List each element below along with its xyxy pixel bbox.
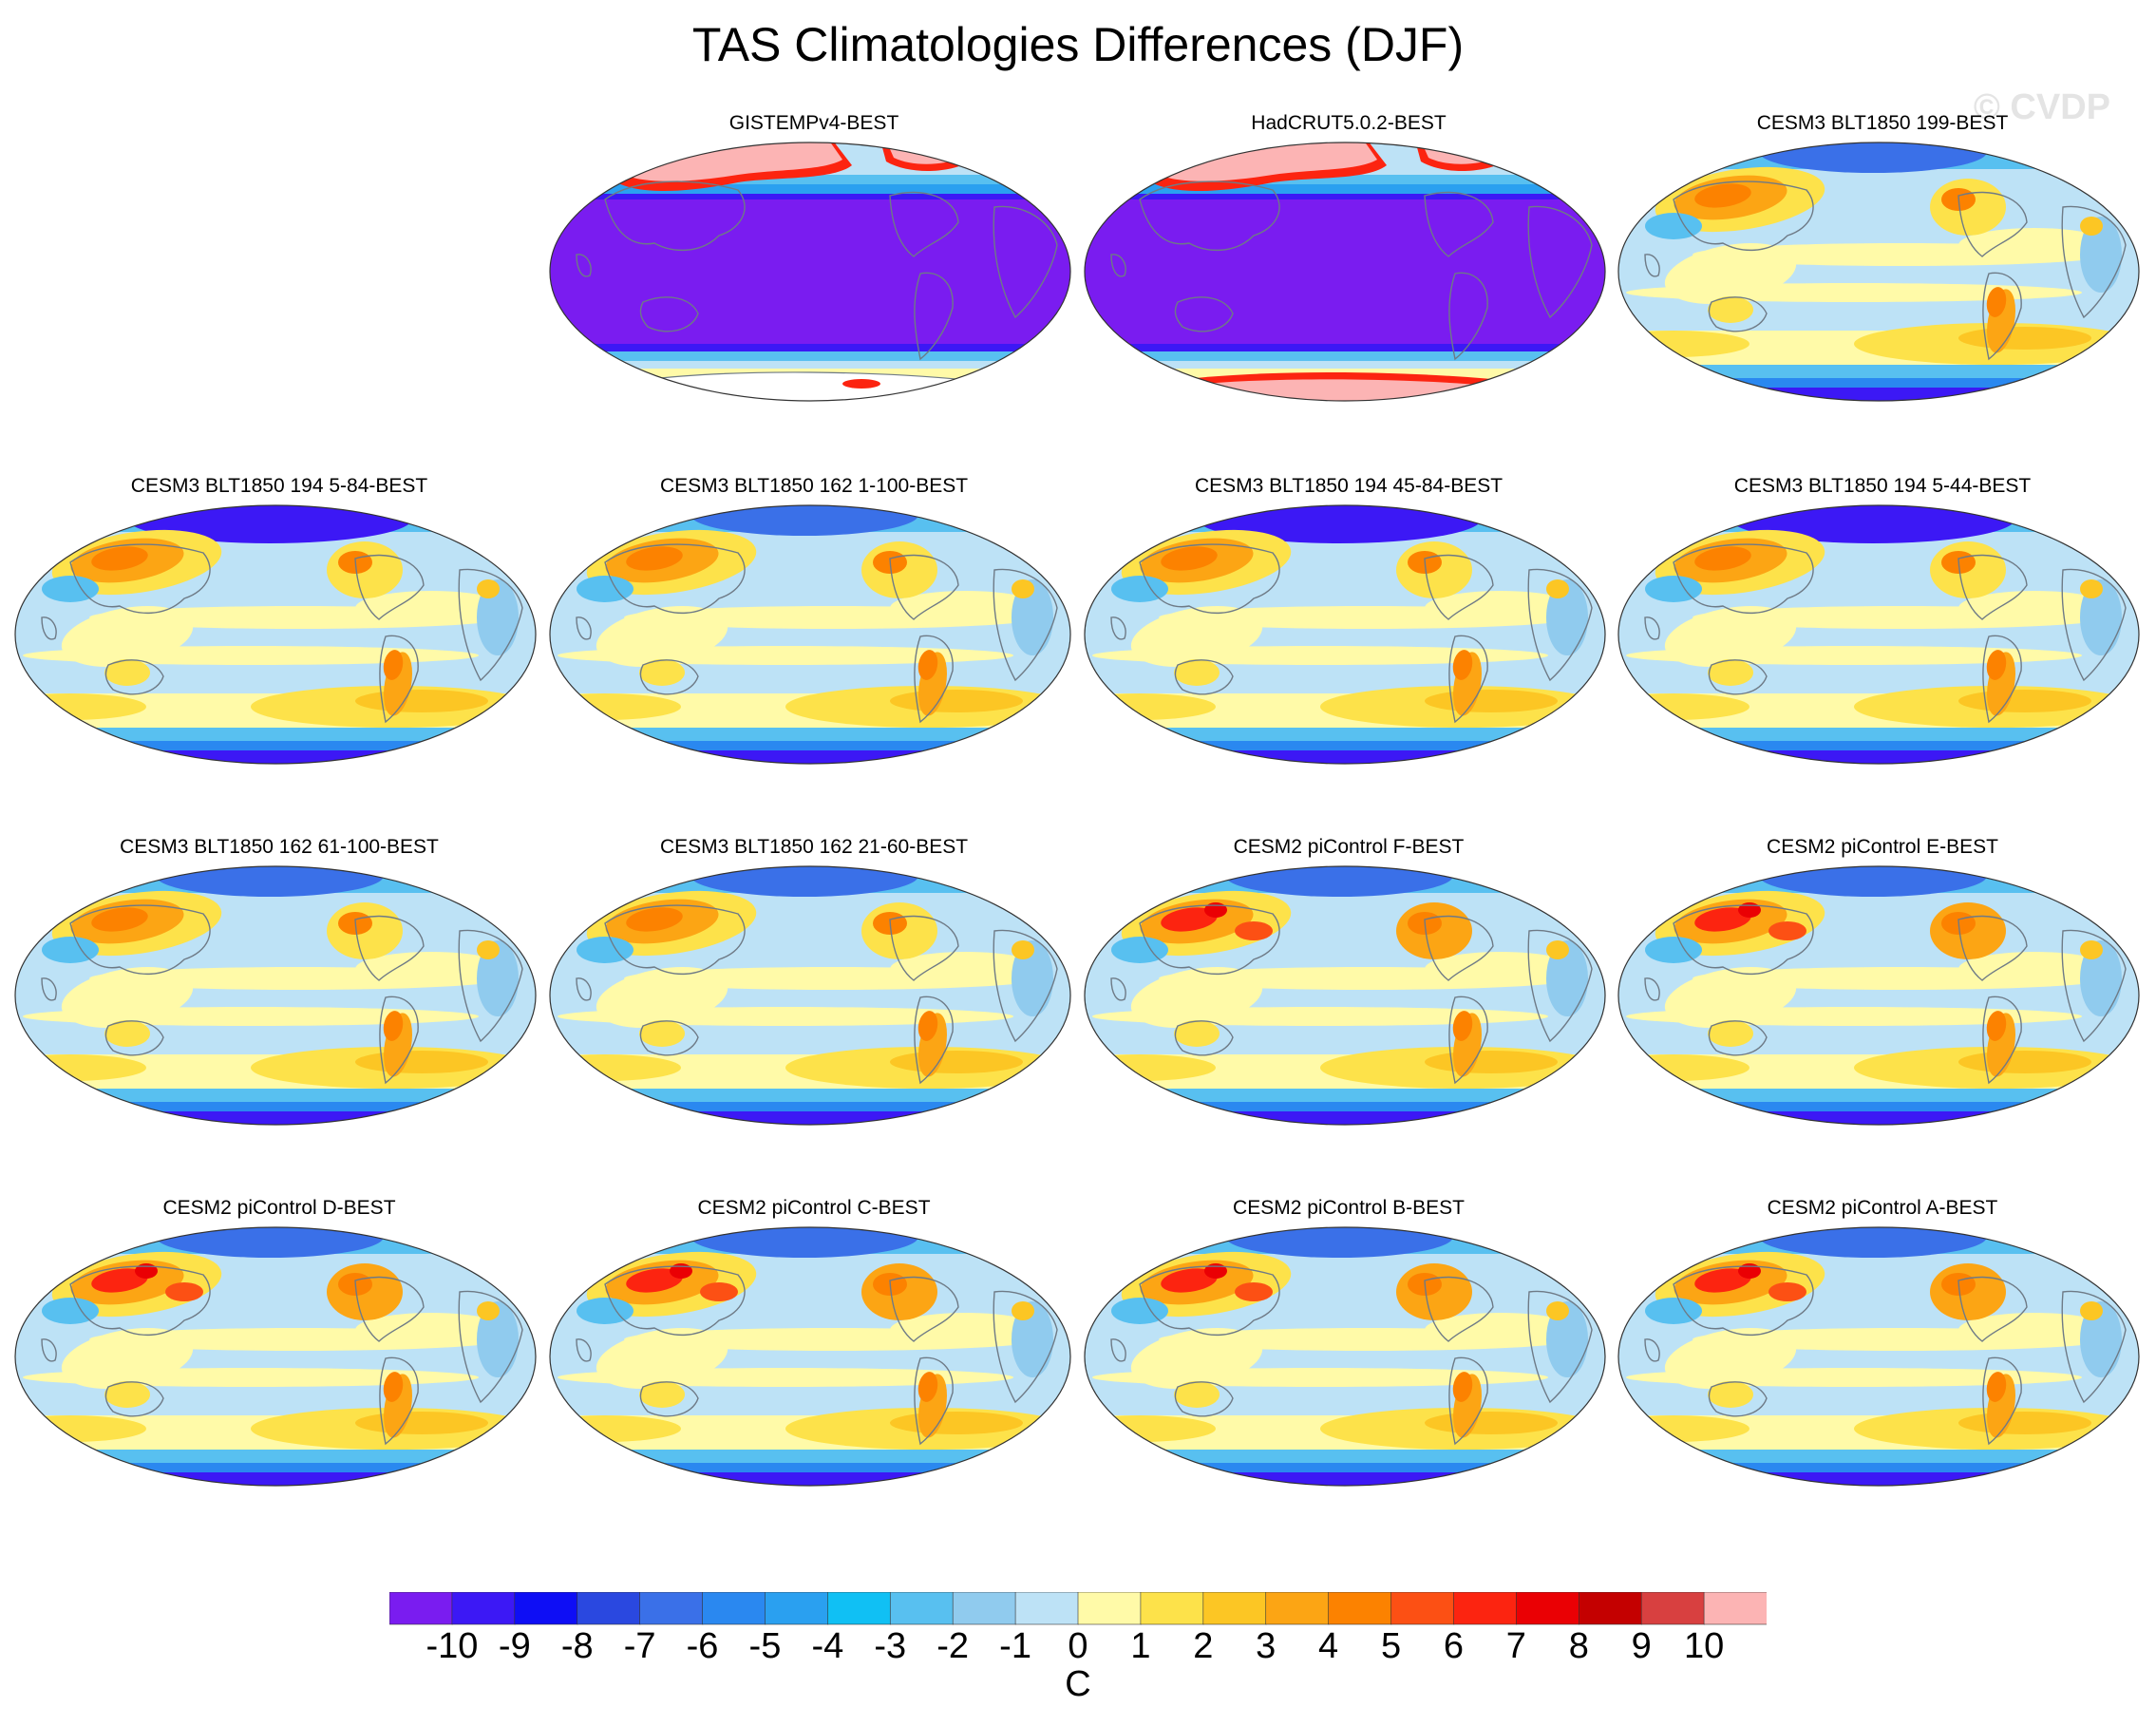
colorbar-swatch xyxy=(952,1592,1016,1625)
map-panel: CESM3 BLT1850 194 5-44-BEST xyxy=(1615,475,2150,836)
panel-title: CESM2 piControl E-BEST xyxy=(1767,836,1998,858)
map-plot xyxy=(1617,142,2140,402)
colorbar-swatch xyxy=(1453,1592,1518,1625)
panel-title: CESM3 BLT1850 194 5-84-BEST xyxy=(130,475,428,497)
colorbar-tick-label: 10 xyxy=(1683,1626,1725,1666)
map-panel: CESM2 piControl D-BEST xyxy=(11,1197,547,1558)
panel-title: CESM3 BLT1850 194 45-84-BEST xyxy=(1194,475,1504,497)
panel-title: CESM3 BLT1850 194 5-44-BEST xyxy=(1733,475,2032,497)
watermark: © CVDP xyxy=(1973,87,2110,127)
map-panel: CESM3 BLT1850 199-BEST xyxy=(1615,112,2150,473)
colorbar-swatch xyxy=(827,1592,892,1625)
colorbar-tick-label: 4 xyxy=(1318,1626,1339,1666)
colorbar-swatch xyxy=(765,1592,829,1625)
colorbar-swatch xyxy=(1516,1592,1580,1625)
panel-title: CESM2 piControl A-BEST xyxy=(1767,1197,1998,1219)
colorbar-tick-label: -10 xyxy=(426,1626,479,1666)
panel-title: HadCRUT5.0.2-BEST xyxy=(1251,112,1447,134)
colorbar-tick-label: 8 xyxy=(1568,1626,1589,1666)
colorbar-swatch xyxy=(1328,1592,1392,1625)
panel-title: CESM2 piControl D-BEST xyxy=(162,1197,396,1219)
map-panel: CESM2 piControl E-BEST xyxy=(1615,836,2150,1197)
map-panel: GISTEMPv4-BEST xyxy=(546,112,1082,473)
colorbar xyxy=(389,1592,1767,1625)
map-panel: CESM2 piControl A-BEST xyxy=(1615,1197,2150,1558)
map-panel: CESM2 piControl F-BEST xyxy=(1081,836,1617,1197)
colorbar-tick-label: -9 xyxy=(498,1626,531,1666)
panel-title: CESM2 piControl F-BEST xyxy=(1233,836,1465,858)
colorbar-tick-label: 2 xyxy=(1193,1626,1214,1666)
colorbar-tick-label: 5 xyxy=(1380,1626,1402,1666)
colorbar-tick-label: 1 xyxy=(1130,1626,1151,1666)
colorbar-tick-label: -8 xyxy=(560,1626,594,1666)
colorbar-tick-label: -3 xyxy=(874,1626,907,1666)
panel-title: CESM3 BLT1850 162 1-100-BEST xyxy=(659,475,969,497)
colorbar-tick-label: -4 xyxy=(811,1626,844,1666)
map-panel: HadCRUT5.0.2-BEST xyxy=(1081,112,1617,473)
panel-title: CESM3 BLT1850 162 21-60-BEST xyxy=(659,836,969,858)
map-plot xyxy=(549,504,1071,765)
colorbar-swatch xyxy=(639,1592,704,1625)
colorbar-tick-label: 6 xyxy=(1443,1626,1465,1666)
colorbar-tick-label: -5 xyxy=(748,1626,782,1666)
colorbar-swatch xyxy=(1703,1592,1767,1625)
map-plot xyxy=(1084,1226,1606,1487)
map-plot xyxy=(1084,142,1606,402)
map-plot xyxy=(14,504,537,765)
map-panel: CESM3 BLT1850 162 61-100-BEST xyxy=(11,836,547,1197)
map-plot xyxy=(14,1226,537,1487)
colorbar-tick-label: 9 xyxy=(1631,1626,1652,1666)
colorbar-swatch xyxy=(702,1592,766,1625)
colorbar-swatch xyxy=(1077,1592,1142,1625)
panel-title: CESM3 BLT1850 199-BEST xyxy=(1756,112,2009,134)
map-panel: CESM3 BLT1850 162 21-60-BEST xyxy=(546,836,1082,1197)
colorbar-units: C xyxy=(1065,1664,1091,1704)
map-plot xyxy=(1617,865,2140,1126)
map-panel: CESM3 BLT1850 194 45-84-BEST xyxy=(1081,475,1617,836)
map-plot xyxy=(14,865,537,1126)
map-panel: CESM2 piControl C-BEST xyxy=(546,1197,1082,1558)
colorbar-tick-label: -7 xyxy=(623,1626,656,1666)
panel-title: CESM2 piControl B-BEST xyxy=(1233,1197,1465,1219)
colorbar-tick-label: -1 xyxy=(999,1626,1031,1666)
colorbar-swatch xyxy=(1014,1592,1079,1625)
map-plot xyxy=(549,865,1071,1126)
map-panel: CESM2 piControl B-BEST xyxy=(1081,1197,1617,1558)
map-plot xyxy=(1084,865,1606,1126)
panel-title: CESM3 BLT1850 162 61-100-BEST xyxy=(120,836,439,858)
colorbar-swatch xyxy=(1202,1592,1267,1625)
colorbar-swatch xyxy=(1578,1592,1642,1625)
colorbar-tick-label: 0 xyxy=(1068,1626,1088,1666)
map-plot xyxy=(549,142,1071,402)
colorbar-swatch xyxy=(1640,1592,1705,1625)
colorbar-swatch xyxy=(577,1592,641,1625)
figure-title: TAS Climatologies Differences (DJF) xyxy=(691,18,1465,71)
panel-title: CESM2 piControl C-BEST xyxy=(697,1197,931,1219)
colorbar-swatch xyxy=(389,1592,453,1625)
map-plot xyxy=(1084,504,1606,765)
colorbar-swatch xyxy=(1265,1592,1330,1625)
colorbar-tick-label: -2 xyxy=(936,1626,970,1666)
map-panel: CESM3 BLT1850 162 1-100-BEST xyxy=(546,475,1082,836)
colorbar-tick-label: -6 xyxy=(686,1626,719,1666)
colorbar-swatch xyxy=(889,1592,954,1625)
map-panel: CESM3 BLT1850 194 5-84-BEST xyxy=(11,475,547,836)
colorbar-swatch xyxy=(1390,1592,1455,1625)
colorbar-labels: -10 -9 -8 -7 -6 -5 -4 -3 -2 -1 0 1 2 3 4 5 6 7 8 9 10 xyxy=(0,1626,2156,1674)
map-plot xyxy=(1617,504,2140,765)
panel-title: GISTEMPv4-BEST xyxy=(728,112,899,134)
colorbar-tick-label: 3 xyxy=(1256,1626,1277,1666)
colorbar-swatch xyxy=(451,1592,516,1625)
colorbar-swatch xyxy=(1140,1592,1204,1625)
map-plot xyxy=(549,1226,1071,1487)
colorbar-swatch xyxy=(514,1592,578,1625)
map-plot xyxy=(1617,1226,2140,1487)
colorbar-tick-label: 7 xyxy=(1505,1626,1526,1666)
